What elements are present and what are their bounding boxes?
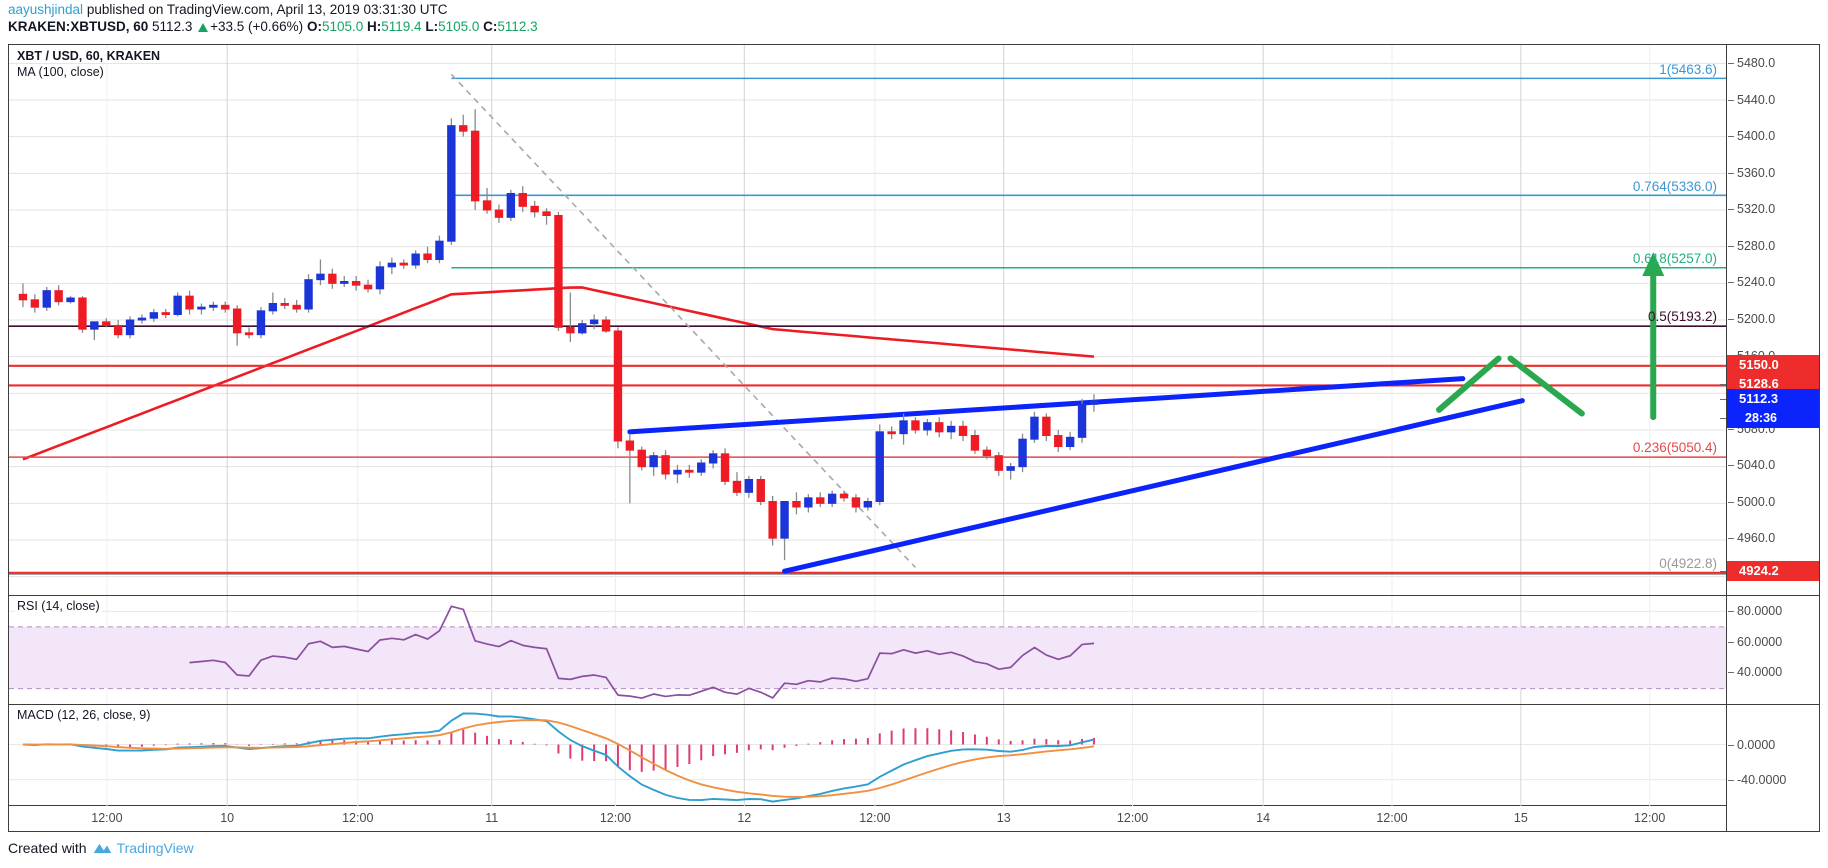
price-y-tick: 5280.0 [1727,238,1776,253]
rsi-y-axis[interactable]: 80.0000 60.0000 40.0000 [1726,596,1819,704]
ohlc-low-label: L: [425,19,439,34]
tradingview-brand[interactable]: TradingView [116,840,194,856]
rsi-y-tick: 80.0000 [1727,604,1783,619]
price-y-tick: 4960.0 [1727,531,1776,546]
ohlc-open-value: 5105.0 [321,19,364,34]
price-pane-legend-title[interactable]: XBT / USD, 60, KRAKEN [15,49,163,63]
fib-label-0-236: 0.236(5050.4) [1632,439,1717,455]
time-axis-tick: 10 [220,811,235,825]
time-axis-tick: 14 [1256,811,1271,825]
price-y-tick: 5000.0 [1727,494,1776,509]
time-axis-tick: 12:00 [599,811,632,825]
price-y-tick: 5440.0 [1727,92,1776,107]
price-y-tick: 5360.0 [1727,165,1776,180]
footer: Created with TradingView [8,840,194,856]
last-price-value: 5112.3 [152,19,193,34]
price-y-tick: 5480.0 [1727,56,1776,71]
macd-y-axis[interactable]: 0.0000 -40.0000 [1726,705,1819,806]
chart-frame[interactable]: XBT / USD, 60, KRAKEN MA (100, close) 1(… [8,44,1820,806]
time-axis-tick: 12 [737,811,752,825]
rsi-y-tick: 40.0000 [1727,665,1783,680]
price-change: +33.5 (+0.66%) [210,19,304,34]
price-y-axis[interactable]: 5480.0 5440.0 5400.0 5360.0 5320.0 5280.0 5240… [1720,45,1819,595]
time-axis-tick: 13 [996,811,1011,825]
fib-label-0: 0(4922.8) [1659,556,1717,572]
fib-label-0-764: 0.764(5336.0) [1632,178,1717,194]
triangle-up-icon [198,23,209,32]
price-chart-svg [9,45,1727,595]
time-axis-tick: 12:00 [1376,811,1408,825]
rsi-chart-svg [9,596,1727,704]
last-price-label[interactable]: 5112.3 [1720,389,1819,410]
time-axis[interactable]: 12:00 10 12:00 11 12:00 12 12:00 13 12:00 14 12:00… [8,806,1820,832]
resistance-5150-label[interactable]: 5150.0 [1720,354,1819,375]
time-axis-separator [1726,806,1727,831]
rsi-plot-area[interactable] [9,596,1727,704]
fib-label-0-618: 0.618(5257.0) [1632,250,1717,266]
bar-countdown-label[interactable]: 28:36 [1720,407,1819,428]
time-axis-tick: 11 [485,811,499,825]
support-4924-label[interactable]: 4924.2 [1720,560,1819,581]
publication-line: aayushjindal published on TradingView.co… [8,2,448,18]
author-name[interactable]: aayushjindal [8,2,84,17]
price-y-tick: 5200.0 [1727,312,1776,326]
macd-y-tick: 0.0000 [1727,737,1776,752]
time-axis-tick: 12:00 [91,811,123,825]
publication-meta: published on TradingView.com, April 13, … [83,2,448,17]
price-y-tick: 5320.0 [1727,202,1776,217]
price-y-tick: 5040.0 [1727,458,1776,473]
time-axis-tick: 12:00 [1116,811,1149,825]
macd-legend[interactable]: MACD (12, 26, close, 9) [15,708,153,722]
ohlc-close-label: C: [483,19,498,34]
macd-pane[interactable]: MACD (12, 26, close, 9) 0.0000 -40.0000 [9,705,1819,806]
rsi-y-tick: 60.0000 [1727,634,1783,649]
tradingview-logo-icon [93,843,111,853]
price-y-tick: 5240.0 [1727,275,1776,290]
time-axis-tick: 12:00 [1634,811,1666,825]
created-with-label: Created with [8,840,87,856]
fib-label-0-5: 0.5(5193.2) [1647,309,1717,325]
price-pane[interactable]: XBT / USD, 60, KRAKEN MA (100, close) 1(… [9,45,1819,596]
price-y-tick: 5400.0 [1727,129,1776,144]
macd-chart-svg [9,705,1727,806]
ohlc-low-value: 5105.0 [438,19,480,34]
time-axis-tick: 12:00 [342,811,374,825]
ohlc-open-label: O: [306,19,322,34]
symbol-quote-line: KRAKEN:XBTUSD, 60 5112.3 +33.5 (+0.66%) … [8,19,538,35]
ohlc-high-label: H: [367,19,382,34]
macd-plot-area[interactable] [9,705,1727,806]
price-pane-legend-ma[interactable]: MA (100, close) [15,65,106,79]
rsi-pane[interactable]: RSI (14, close) 80.0000 60.0000 40.0000 [9,596,1819,705]
ohlc-close-value: 5112.3 [497,19,538,34]
price-plot-area[interactable]: 1(5463.6) 0.764(5336.0) 0.618(5257.0) 0.5(5… [9,45,1727,595]
time-axis-tick: 12:00 [859,811,891,825]
macd-y-tick: -40.0000 [1727,772,1787,787]
fib-label-1: 1(5463.6) [1659,62,1717,78]
time-axis-tick: 15 [1513,811,1528,825]
rsi-legend[interactable]: RSI (14, close) [15,599,102,613]
symbol-ticker[interactable]: KRAKEN:XBTUSD, 60 [8,19,149,34]
ohlc-high-value: 5119.4 [381,19,422,34]
